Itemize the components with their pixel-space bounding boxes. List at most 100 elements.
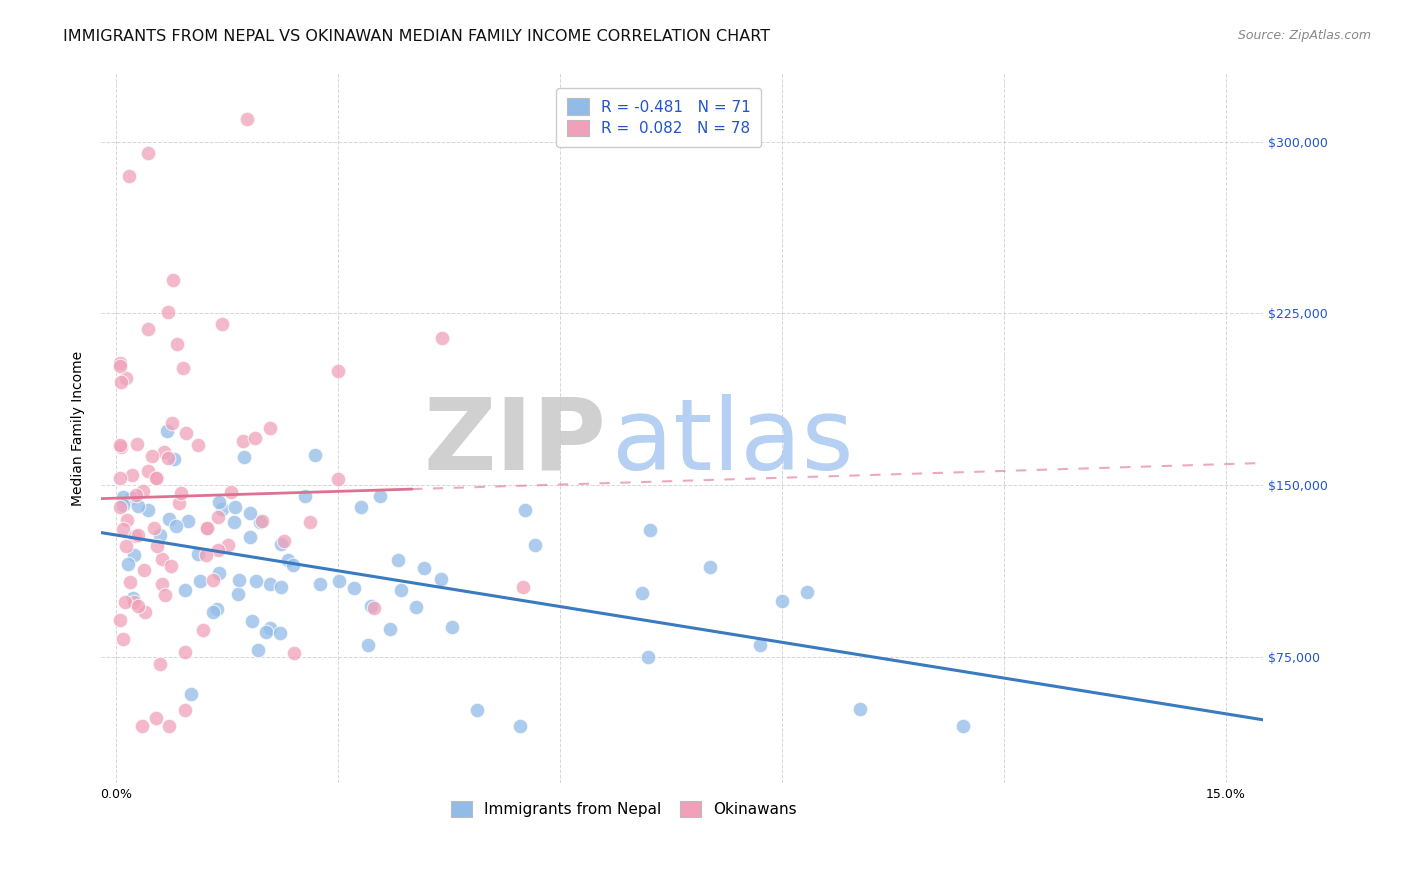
Point <box>127 500 149 514</box>
Point <box>467 703 489 717</box>
Point <box>239 506 262 520</box>
Point <box>360 599 382 613</box>
Point <box>162 273 184 287</box>
Point <box>122 549 145 563</box>
Point <box>405 600 427 615</box>
Point <box>281 558 304 573</box>
Point <box>250 514 273 528</box>
Point <box>110 375 132 389</box>
Point <box>509 719 531 733</box>
Point <box>187 547 209 561</box>
Point <box>233 450 256 464</box>
Point <box>952 719 974 733</box>
Point <box>631 586 654 600</box>
Point <box>357 638 380 652</box>
Point <box>108 359 131 373</box>
Point <box>308 577 330 591</box>
Point <box>163 452 186 467</box>
Point <box>380 623 402 637</box>
Point <box>387 553 409 567</box>
Point <box>259 576 281 591</box>
Point <box>177 514 200 528</box>
Point <box>239 531 262 545</box>
Legend: Immigrants from Nepal, Okinawans: Immigrants from Nepal, Okinawans <box>443 793 804 825</box>
Point <box>108 356 131 370</box>
Point <box>136 503 159 517</box>
Point <box>115 540 138 554</box>
Point <box>242 614 264 628</box>
Point <box>370 489 392 503</box>
Point <box>304 448 326 462</box>
Text: Source: ZipAtlas.com: Source: ZipAtlas.com <box>1237 29 1371 42</box>
Point <box>246 643 269 657</box>
Point <box>134 605 156 619</box>
Point <box>207 509 229 524</box>
Point <box>149 657 172 671</box>
Point <box>201 605 224 619</box>
Point <box>108 471 131 485</box>
Point <box>136 322 159 336</box>
Point <box>770 594 793 608</box>
Text: atlas: atlas <box>613 393 853 491</box>
Point <box>115 370 138 384</box>
Point <box>208 566 231 580</box>
Point <box>136 146 159 161</box>
Point <box>173 703 195 717</box>
Point <box>145 471 167 485</box>
Point <box>157 719 180 733</box>
Point <box>146 539 169 553</box>
Point <box>207 542 229 557</box>
Point <box>245 574 267 589</box>
Point <box>170 486 193 500</box>
Point <box>849 702 872 716</box>
Point <box>523 538 546 552</box>
Point <box>294 489 316 503</box>
Point <box>796 585 818 599</box>
Point <box>513 502 536 516</box>
Point <box>699 559 721 574</box>
Point <box>283 646 305 660</box>
Point <box>432 330 454 344</box>
Point <box>232 434 254 449</box>
Point <box>208 495 231 509</box>
Point <box>326 472 349 486</box>
Point <box>195 521 218 535</box>
Point <box>112 632 135 647</box>
Point <box>273 534 295 549</box>
Point <box>363 601 385 615</box>
Point <box>187 438 209 452</box>
Point <box>112 491 135 505</box>
Point <box>157 451 180 466</box>
Point <box>211 317 233 331</box>
Point <box>159 559 181 574</box>
Point <box>328 574 350 588</box>
Point <box>145 711 167 725</box>
Point <box>120 491 142 505</box>
Point <box>205 601 228 615</box>
Point <box>350 500 373 514</box>
Point <box>160 416 183 430</box>
Point <box>441 620 464 634</box>
Point <box>191 624 214 638</box>
Point <box>149 528 172 542</box>
Point <box>150 552 173 566</box>
Point <box>173 645 195 659</box>
Point <box>117 557 139 571</box>
Y-axis label: Median Family Income: Median Family Income <box>72 351 86 506</box>
Point <box>138 464 160 478</box>
Point <box>180 687 202 701</box>
Point <box>112 498 135 512</box>
Point <box>176 426 198 441</box>
Point <box>226 586 249 600</box>
Point <box>110 440 132 454</box>
Point <box>118 575 141 590</box>
Point <box>110 500 132 514</box>
Point <box>165 519 187 533</box>
Point <box>112 522 135 536</box>
Point <box>259 421 281 435</box>
Point <box>174 582 197 597</box>
Point <box>157 305 180 319</box>
Point <box>125 488 148 502</box>
Point <box>132 483 155 498</box>
Point <box>153 587 176 601</box>
